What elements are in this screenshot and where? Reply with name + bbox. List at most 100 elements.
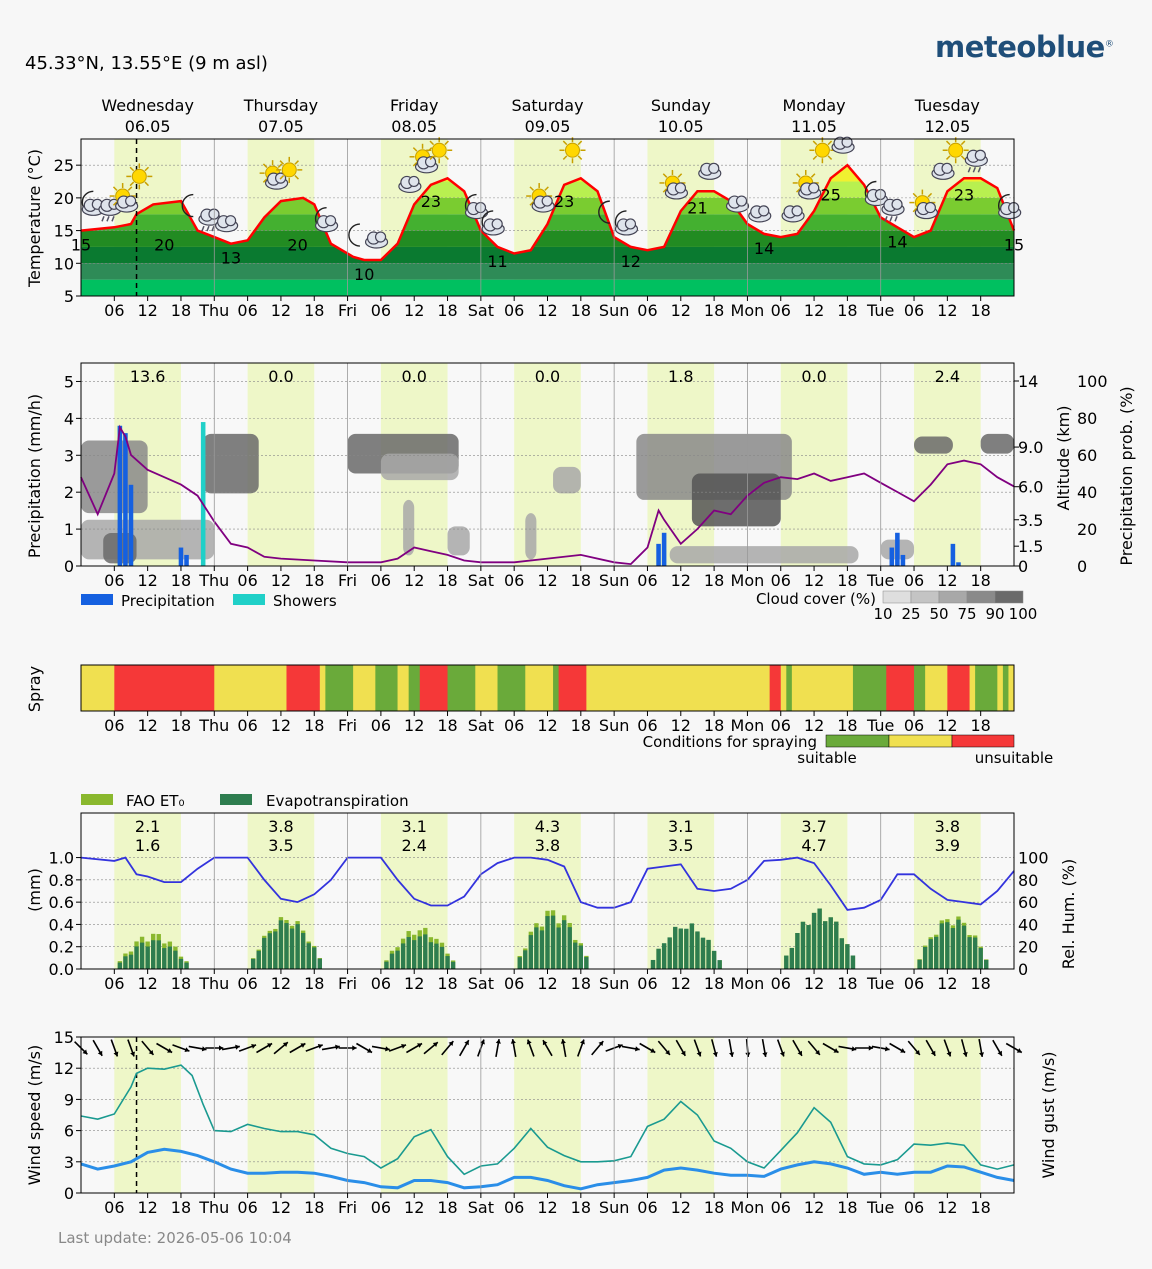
arrow-head (997, 1050, 1002, 1056)
arrow-head (634, 1046, 640, 1052)
x-tick-label: 18 (171, 301, 191, 320)
cloud-puff (491, 218, 503, 230)
daylight-band (514, 363, 581, 566)
y-tick-label: 3 (64, 446, 74, 465)
arrow-head (448, 1041, 454, 1047)
evapotranspiration-bar (284, 923, 289, 969)
x-tick-label: 12 (804, 1198, 824, 1217)
spray-condition-segment (286, 665, 321, 711)
rain-cloud-icon (881, 198, 905, 222)
arrow-head (130, 1051, 136, 1057)
x-tick-label: 12 (937, 974, 957, 993)
temperature-value-label: 20 (154, 236, 174, 255)
evapotranspiration-bar (561, 920, 567, 969)
x-tick-label: 18 (304, 716, 324, 735)
x-day-label: Sun (599, 571, 629, 590)
x-tick-label: 12 (404, 974, 424, 993)
cloud-puff (735, 195, 748, 207)
precipitation-axis-title: Precipitation (mm/h) (25, 394, 44, 558)
x-day-label: Sat (468, 1198, 494, 1217)
evapotranspiration-bar (661, 943, 667, 969)
x-tick-label: 06 (371, 301, 391, 320)
arrow-head (696, 1051, 702, 1057)
wind-direction-arrow (761, 1038, 768, 1058)
rain-drop (972, 166, 977, 173)
temperature-line (80, 163, 1016, 262)
spray-condition-segment (1008, 665, 1015, 711)
fao-daily-total: 3.7 (801, 817, 826, 836)
evapotranspiration-bar (167, 946, 173, 969)
x-tick-label: 06 (904, 1198, 924, 1217)
probability-tick-label: 20 (1077, 520, 1097, 539)
wind-direction-arrow (542, 1039, 553, 1057)
spray-condition-segment (947, 665, 971, 711)
sun-disc (131, 168, 147, 184)
x-tick-label: 06 (237, 1198, 257, 1217)
y-tick-label: 1 (64, 520, 74, 539)
x-tick-label: 06 (371, 974, 391, 993)
arrow-head (267, 1043, 273, 1048)
x-tick-label: 18 (571, 716, 591, 735)
arrow-head (729, 1052, 735, 1057)
sun-icon (426, 137, 453, 164)
evapotranspiration-bar (534, 927, 539, 969)
y-tick-label: 25 (54, 156, 74, 175)
x-tick-label: 12 (937, 716, 957, 735)
wind-direction-arrow (978, 1038, 985, 1058)
x-day-label: Mon (731, 974, 765, 993)
x-tick-label: 12 (137, 1198, 157, 1217)
temperature-value-label: 11 (487, 252, 507, 271)
evapotranspiration-bar (700, 937, 706, 969)
sun-ray (294, 175, 299, 180)
x-day-label: Sat (468, 974, 494, 993)
sun-ray (412, 147, 418, 152)
x-day-label: Thu (198, 716, 229, 735)
sun-ray (429, 140, 435, 146)
temperature-band (81, 279, 1014, 296)
wind-direction-arrow (110, 1039, 119, 1057)
x-tick-label: 06 (104, 716, 124, 735)
evapotranspiration-bar (400, 943, 406, 969)
evapotranspiration-bar (573, 942, 578, 969)
wind-direction-arrow (423, 1041, 439, 1055)
x-tick-label: 12 (537, 716, 557, 735)
fao-daily-total: 3.8 (935, 817, 960, 836)
sun-disc (948, 142, 964, 158)
cloud-puff (225, 215, 237, 227)
evapotranspiration-panel: 2.11.63.83.53.12.44.33.83.13.53.74.73.83… (25, 792, 1078, 993)
temperature-value-label: 23 (554, 192, 574, 211)
cloud-icon (725, 195, 750, 213)
meteoblue-logo[interactable]: meteoblue® (935, 30, 1114, 64)
evapotranspiration-bar (806, 925, 811, 969)
sun-disc (564, 142, 580, 158)
x-tick-label: 18 (571, 301, 591, 320)
x-tick-label: 12 (537, 571, 557, 590)
evapotranspiration-bar (961, 925, 967, 969)
sun-ray (112, 186, 118, 191)
wind-direction-arrow (305, 1043, 323, 1052)
sun-ray (129, 166, 135, 172)
last-update-label: Last update: 2026-05-06 10:04 (58, 1229, 292, 1247)
x-tick-label: 18 (171, 1198, 191, 1217)
wind-direction-arrow (657, 1040, 671, 1056)
arrow-head (560, 1039, 566, 1044)
evapotranspiration-bar (823, 921, 828, 969)
evapotranspiration-bar (528, 935, 534, 969)
wind-direction-arrow (855, 1045, 874, 1051)
arrow-head (962, 1051, 968, 1057)
x-tick-label: 06 (637, 301, 657, 320)
rain-cloud-icon (964, 149, 988, 173)
x-tick-label: 06 (237, 571, 257, 590)
spray-condition-segment (1002, 665, 1009, 711)
humidity-tick-label: 60 (1018, 893, 1038, 912)
daily-precipitation-total: 0.0 (401, 367, 426, 386)
arrow-head (884, 1046, 890, 1052)
x-tick-label: 18 (970, 571, 990, 590)
x-day-label: Thu (198, 974, 229, 993)
cloud-puff (758, 205, 770, 217)
evapotranspiration-bar (717, 960, 722, 969)
wind-direction-arrow (371, 1045, 390, 1052)
x-tick-label: 18 (704, 716, 724, 735)
showers-legend-label: Showers (273, 592, 337, 610)
